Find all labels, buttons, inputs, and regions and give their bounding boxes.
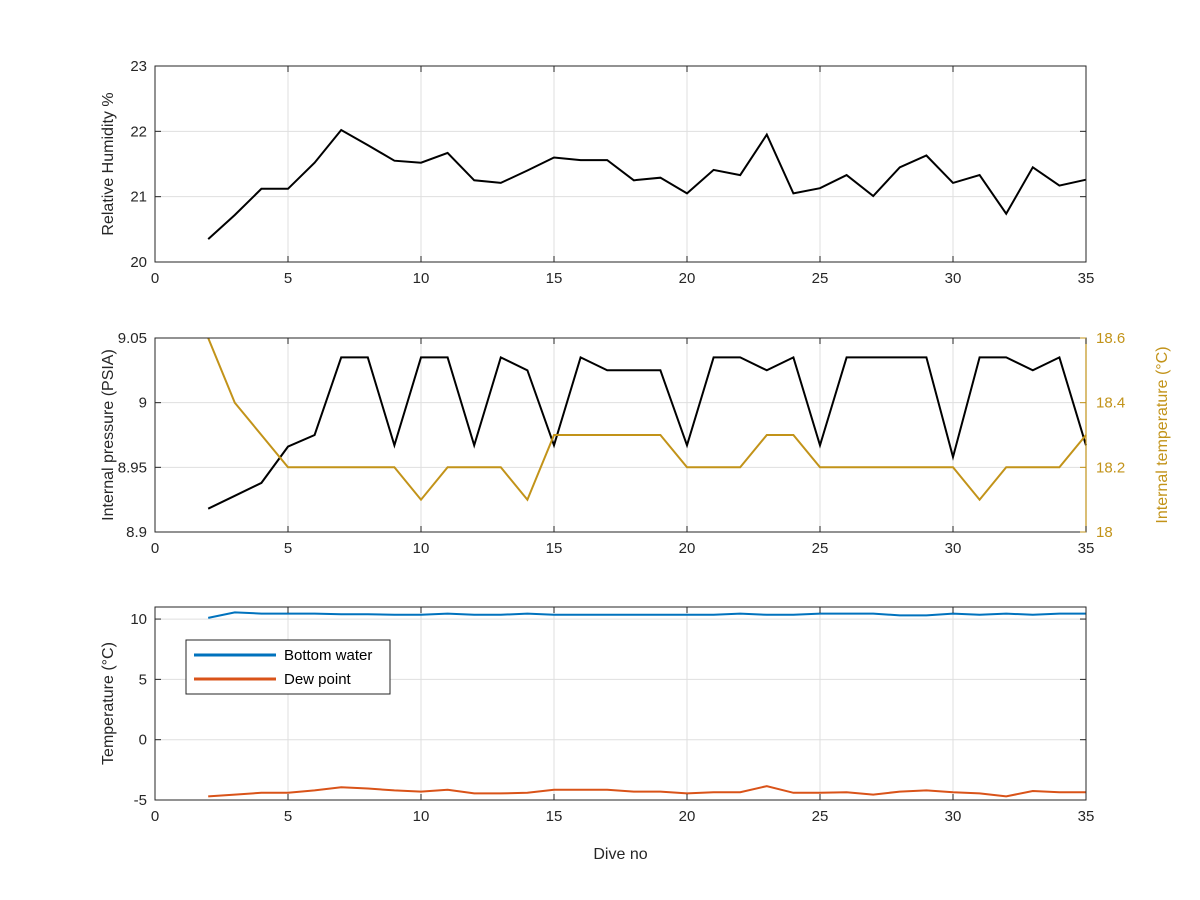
humidity-x-tick-label: 0 [151, 270, 159, 287]
humidity-x-tick-label: 5 [284, 270, 292, 287]
pressure-y-tick-label: 8.9 [126, 524, 147, 541]
temperature-x-tick-label: 35 [1078, 808, 1095, 825]
humidity-x-tick-label: 10 [413, 270, 430, 287]
pressure-series-1-line [207, 337, 1087, 502]
humidity-x-tick-label: 35 [1078, 270, 1095, 287]
humidity-x-tick-label: 30 [945, 270, 962, 287]
temperature-series [207, 611, 1086, 798]
pressure-right-y-tick-label: 18 [1096, 524, 1113, 541]
pressure-right-y-tick-label: 18.2 [1096, 459, 1125, 476]
internal-temperature-y-axis-label: Internal temperature (°C) [1154, 346, 1171, 523]
humidity-axes-box [154, 65, 1087, 263]
pressure-series [207, 337, 1087, 510]
legend-label-bottom-water: Bottom water [284, 647, 372, 664]
pressure-right-y-tick-label: 18.4 [1096, 395, 1125, 412]
pressure-right-y-tick-label: 18.6 [1096, 330, 1125, 347]
temperature-axes-box [154, 606, 1087, 801]
humidity-x-tick-label: 25 [812, 270, 829, 287]
humidity-y-tick-label: 21 [130, 189, 147, 206]
humidity-y-tick-label: 23 [130, 58, 147, 75]
humidity-y-tick-label: 20 [130, 254, 147, 271]
humidity-y-axis-label: Relative Humidity % [100, 92, 117, 235]
humidity-x-tick-label: 15 [546, 270, 563, 287]
pressure-y-axis-label: Internal pressure (PSIA) [100, 349, 117, 521]
temperature-x-tick-label: 10 [413, 808, 430, 825]
humidity-series [207, 128, 1087, 240]
legend-label-dew-point: Dew point [284, 671, 352, 688]
pressure-x-tick-label: 35 [1078, 540, 1095, 557]
bottom-water-line [207, 611, 1086, 619]
temperature-x-tick-label: 25 [812, 808, 829, 825]
pressure-ticks: 0 5 10 15 20 25 30 35 8.9 8.95 9 9.05 18 18.2 18.4 18.6 [118, 330, 1125, 557]
pressure-x-tick-label: 20 [679, 540, 696, 557]
pressure-y-tick-label: 9 [139, 395, 147, 412]
pressure-x-tick-label: 10 [413, 540, 430, 557]
pressure-series-0-line [207, 355, 1087, 510]
temperature-x-tick-label: 15 [546, 808, 563, 825]
temperature-x-tick-label: 5 [284, 808, 292, 825]
temperature-y-axis-label: Temperature (°C) [100, 642, 117, 765]
temperature-y-tick-label: 10 [130, 611, 147, 628]
pressure-x-tick-label: 25 [812, 540, 829, 557]
temperature-x-tick-label: 20 [679, 808, 696, 825]
temperature-y-tick-label: 0 [139, 732, 147, 749]
legend-box [185, 639, 391, 695]
dive-no-x-axis-label: Dive no [593, 846, 647, 863]
pressure-x-tick-label: 15 [546, 540, 563, 557]
pressure-panel: 0 5 10 15 20 25 30 35 8.9 8.95 9 9.05 18 18.2 18.4 18.6… [100, 330, 1171, 557]
humidity-panel: 0 5 10 15 20 25 30 35 20 21 22 23 Relative Humidity… [100, 58, 1094, 287]
humidity-y-tick-label: 22 [130, 123, 147, 140]
pressure-x-tick-label: 30 [945, 540, 962, 557]
temperature-y-tick-label: 5 [139, 671, 147, 688]
pressure-y-tick-label: 9.05 [118, 330, 147, 347]
humidity-series-0-line [207, 128, 1087, 240]
temperature-legend: Bottom water Dew point [185, 639, 391, 695]
temperature-x-tick-label: 30 [945, 808, 962, 825]
pressure-x-tick-label: 0 [151, 540, 159, 557]
humidity-ticks: 0 5 10 15 20 25 30 35 20 21 22 23 [130, 58, 1094, 287]
humidity-x-tick-label: 20 [679, 270, 696, 287]
pressure-x-tick-label: 5 [284, 540, 292, 557]
pressure-y-tick-label: 8.95 [118, 459, 147, 476]
temperature-y-tick-label: -5 [134, 792, 147, 809]
dew-point-line [208, 785, 1086, 798]
temperature-x-tick-label: 0 [151, 808, 159, 825]
